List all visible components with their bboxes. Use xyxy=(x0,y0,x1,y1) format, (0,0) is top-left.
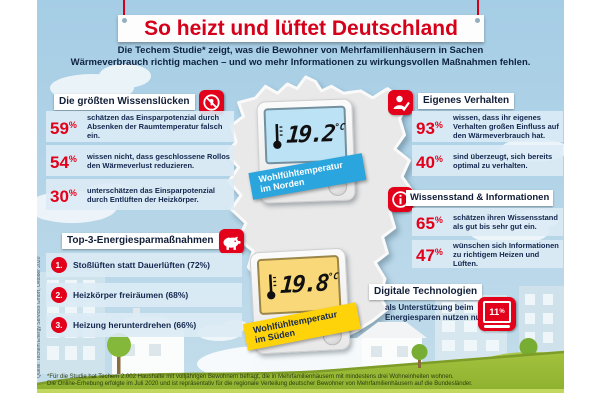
stat-row: 65% schätzen ihren Wissensstand als gut … xyxy=(412,208,563,236)
badge-value: 11 xyxy=(489,306,500,318)
stat-text: schätzen ihren Wissensstand als gut bis … xyxy=(453,213,558,231)
badge-unit: % xyxy=(499,309,505,315)
measure-text: Heizkörper freiräumen (68%) xyxy=(73,290,189,300)
title-banner: So heizt und lüftet Deutschland xyxy=(118,15,484,42)
thermostat-south: 19.8°C Wohlfühltemperatur im Süden xyxy=(242,247,361,355)
subtitle: Die Techem Studie* zeigt, was die Bewohn… xyxy=(37,45,564,69)
section-title-digital-tech: Digitale Technologien xyxy=(369,284,483,300)
stat-value: 54 xyxy=(50,152,69,172)
digital-tech-line-2: Energiesparen nutzen nur xyxy=(385,313,484,322)
laptop-screen: 11% xyxy=(483,301,511,323)
banner-grommet-right xyxy=(475,18,480,23)
stat-unit: % xyxy=(434,215,443,225)
temperature-unit: °C xyxy=(327,271,339,283)
stat-text: wissen nicht, dass geschlossene Rollos d… xyxy=(87,151,230,170)
section-title-knowledge-gaps: Die größten Wissenslücken xyxy=(54,94,195,110)
temperature-value: 19.2 xyxy=(285,120,335,149)
digital-tech-line-1: als Unterstützung beim xyxy=(385,303,474,312)
laptop-base xyxy=(484,325,510,328)
stat-unit: % xyxy=(68,187,77,198)
footnote-line-2: Die Online-Erhebung erfolgte im Juli 202… xyxy=(47,381,473,387)
section-title-knowledge-info: Wissensstand & Informationen xyxy=(406,190,554,206)
banner-grommet-left xyxy=(122,18,127,23)
stat-row: 93% wissen, dass ihr eigenes Verhalten g… xyxy=(412,111,563,142)
temperature-unit: °C xyxy=(333,122,346,134)
thermometer-icon xyxy=(267,274,277,300)
stat-unit: % xyxy=(434,119,443,130)
temperature-reading: 19.2°C xyxy=(285,121,345,149)
footnote: *Für die Studie hat Techem 2.002 Haushal… xyxy=(47,374,473,388)
temperature-reading: 19.8°C xyxy=(279,270,339,299)
banner-string-right xyxy=(477,0,479,19)
stat-row: 54% wissen nicht, dass geschlossene Roll… xyxy=(46,145,234,176)
rank-badge: 2. xyxy=(51,287,67,303)
stat-text: schätzen das Einsparpotenzial durch Abse… xyxy=(87,113,223,140)
stat-row: 59% schätzen das Einsparpotenzial durch … xyxy=(46,111,234,142)
tree-right xyxy=(411,344,428,368)
stat-value: 65 xyxy=(416,214,435,233)
section-title-top3: Top-3-Energiesparmaßnahmen xyxy=(62,233,219,249)
measure-row: 2. Heizkörper freiräumen (68%) xyxy=(46,283,242,307)
source-note: Quelle: Techem Energy Services GmbH, Okt… xyxy=(37,256,42,378)
temperature-value: 19.8 xyxy=(279,270,328,300)
subtitle-line-1: Die Techem Studie* zeigt, was die Bewohn… xyxy=(117,45,484,56)
stat-value: 59 xyxy=(50,118,69,138)
crossed-idea-icon xyxy=(199,90,224,115)
footnote-line-1: *Für die Studie hat Techem 2.002 Haushal… xyxy=(47,374,454,380)
stat-row: 47% wünschen sich Informationen zu richt… xyxy=(412,240,563,268)
section-title-own-behavior: Eigenes Verhalten xyxy=(418,93,515,109)
stat-unit: % xyxy=(68,119,77,130)
stat-unit: % xyxy=(434,247,443,257)
subtitle-line-2: Wärmeverbrauch richtig machen – und wo m… xyxy=(70,57,531,68)
infographic-canvas: So heizt und lüftet Deutschland Die Tech… xyxy=(37,0,564,393)
stat-value: 47 xyxy=(416,246,435,265)
stat-unit: % xyxy=(68,153,77,164)
stat-unit: % xyxy=(434,153,443,164)
thermostat-north-display: 19.2°C xyxy=(263,105,348,165)
laptop-icon: 11% xyxy=(478,297,516,331)
stat-text: wissen, dass ihr eigenes Verhalten große… xyxy=(453,113,559,140)
person-check-icon xyxy=(388,90,413,115)
stat-value: 30 xyxy=(50,186,69,206)
grass-edge xyxy=(37,350,564,386)
measure-row: 1. Stoßlüften statt Dauerlüften (72%) xyxy=(46,253,242,277)
measure-text: Stoßlüften statt Dauerlüften (72%) xyxy=(73,260,210,270)
measure-text: Heizung herunterdrehen (66%) xyxy=(73,320,197,330)
piggy-bank-icon xyxy=(219,229,244,254)
thermometer-icon xyxy=(273,123,283,149)
thermostat-north: 19.2°C Wohlfühltemperatur im Norden xyxy=(248,98,367,204)
rank-badge: 1. xyxy=(51,257,67,273)
rank-badge: 3. xyxy=(51,317,67,333)
page-title: So heizt und lüftet Deutschland xyxy=(144,17,458,40)
thermostat-south-display: 19.8°C xyxy=(256,254,342,316)
banner-string-left xyxy=(123,0,125,19)
stat-text: wünschen sich Informationen zu richtigem… xyxy=(453,240,559,268)
stat-text: unterschätzen das Einsparpotenzial durch… xyxy=(87,185,215,204)
grass-strip xyxy=(37,389,564,393)
tree-left xyxy=(107,333,131,374)
stat-text: sind überzeugt, sich bereits optimal zu … xyxy=(453,151,553,170)
stat-value: 40 xyxy=(416,152,435,172)
stat-value: 93 xyxy=(416,118,435,138)
stat-row: 30% unterschätzen das Einsparpotenzial d… xyxy=(46,179,234,210)
measure-row: 3. Heizung herunterdrehen (66%) xyxy=(46,313,242,337)
stat-row: 40% sind überzeugt, sich bereits optimal… xyxy=(412,145,563,176)
